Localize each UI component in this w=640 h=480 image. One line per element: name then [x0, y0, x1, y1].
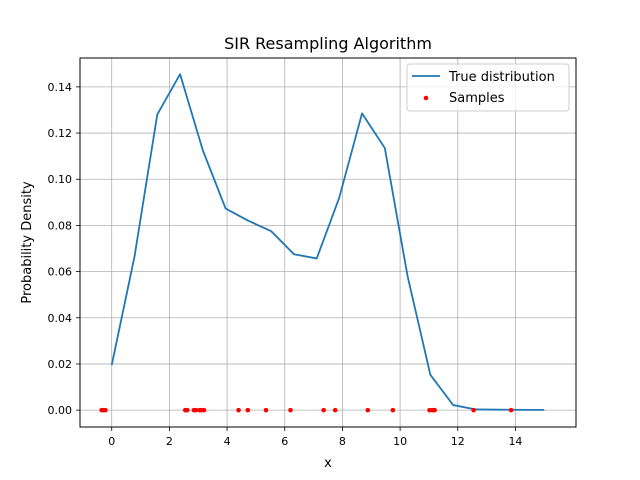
x-tick-label: 12 — [451, 435, 465, 448]
y-tick-label: 0.12 — [48, 127, 73, 140]
x-tick-label: 10 — [393, 435, 407, 448]
x-tick-label: 0 — [108, 435, 115, 448]
plot-series — [99, 73, 545, 413]
x-tick-label: 2 — [166, 435, 173, 448]
plot-frame — [79, 57, 577, 428]
x-tick-label: 4 — [224, 435, 231, 448]
sample-point — [508, 407, 514, 413]
y-tick-label: 0.02 — [48, 358, 73, 371]
legend-box — [406, 63, 570, 112]
chart-title: SIR Resampling Algorithm — [224, 34, 432, 53]
sample-point — [201, 407, 207, 413]
grid — [80, 58, 576, 427]
y-tick-label: 0.10 — [48, 173, 73, 186]
sample-point — [184, 407, 190, 413]
y-axis-label: Probability Density — [20, 181, 35, 304]
x-tick-label: 14 — [508, 435, 522, 448]
sample-point — [365, 407, 371, 413]
sample-point — [321, 407, 326, 413]
x-tick-label: 8 — [339, 435, 346, 448]
legend: True distribution Samples — [406, 63, 570, 112]
sample-point — [288, 407, 293, 413]
sample-point — [245, 407, 251, 413]
legend-marker-swatch — [423, 95, 429, 101]
sample-point — [236, 407, 241, 413]
sample-point — [390, 407, 396, 413]
legend-label-true-distribution: True distribution — [448, 70, 555, 85]
sample-point — [471, 407, 476, 413]
sample-point — [332, 407, 338, 413]
y-tick-label: 0.06 — [48, 266, 73, 279]
y-tick-label: 0.14 — [48, 81, 73, 94]
legend-label-samples: Samples — [449, 91, 505, 106]
sample-point — [193, 407, 199, 413]
axis-ticks: 0 2 4 6 8 10 12 14 0.00 0.02 0.04 0.06 0.08 0.10 0.12 0… — [48, 81, 523, 448]
sample-point — [263, 407, 269, 413]
sample-point — [103, 407, 108, 413]
x-axis-label: x — [324, 456, 332, 471]
x-tick-label: 6 — [281, 435, 288, 448]
y-tick-label: 0.08 — [48, 219, 73, 232]
y-tick-label: 0.04 — [48, 312, 73, 325]
sample-point — [432, 407, 438, 413]
y-tick-label: 0.00 — [48, 404, 73, 417]
